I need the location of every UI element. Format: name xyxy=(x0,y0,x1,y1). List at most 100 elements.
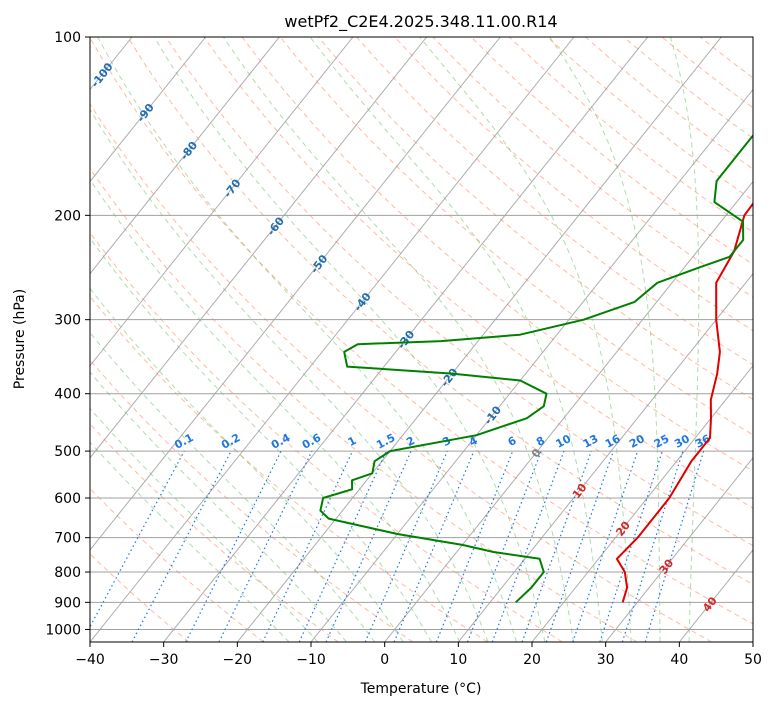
dry-adiabat-line xyxy=(90,167,638,642)
mixing-ratio-label: 0.2 xyxy=(219,431,242,452)
y-tick-label: 1000 xyxy=(45,622,81,638)
background-lines xyxy=(0,37,753,642)
mixing-ratio-label: 36 xyxy=(693,432,713,451)
dewpoint-profile-line xyxy=(319,133,753,604)
moist-adiabat-line xyxy=(90,178,461,642)
x-tick-label: −30 xyxy=(149,652,179,668)
x-tick-label: −10 xyxy=(296,652,326,668)
isotherm-line xyxy=(605,457,753,642)
moist-adiabat-line xyxy=(90,287,404,642)
x-tick-label: 10 xyxy=(449,652,467,668)
y-tick-label: 700 xyxy=(54,531,81,547)
y-tick-label: 300 xyxy=(54,313,81,329)
dry-adiabat-line xyxy=(279,37,753,436)
y-tick-label: 500 xyxy=(54,444,81,460)
dry-adiabat-line xyxy=(547,37,753,201)
dry-adiabat-line xyxy=(90,295,488,642)
mixing-ratio-line xyxy=(218,450,313,642)
dry-adiabat-line xyxy=(90,553,190,642)
mixing-ratio-label: 0.4 xyxy=(269,431,293,452)
mixing-ratio-line xyxy=(621,450,684,642)
isotherm-line xyxy=(90,37,280,275)
chart-title: wetPf2_C2E4.2025.348.11.00.R14 xyxy=(284,12,557,32)
y-tick-label: 600 xyxy=(54,491,81,507)
dry-adiabat-line xyxy=(699,37,753,79)
line-annotations: 0.1 0.2 0.4 0.6 1 1.5 2 3 4 6 8 10 13 16 20 25 30 36-100-… xyxy=(90,60,720,615)
isotherm-line xyxy=(90,37,207,183)
mixing-ratio-line xyxy=(325,450,412,642)
dry-adiabat-line xyxy=(585,37,753,170)
dry-adiabat-line xyxy=(356,37,753,366)
isotherm-line xyxy=(90,37,354,367)
dry-adiabat-line xyxy=(394,37,753,332)
mixing-ratio-line xyxy=(491,450,565,642)
y-tick-label: 800 xyxy=(54,565,81,581)
mixing-ratio-line xyxy=(599,450,663,642)
dry-adiabat-line xyxy=(90,231,563,642)
mixing-ratio-line xyxy=(90,450,185,629)
y-tick-label: 200 xyxy=(54,208,81,224)
dry-adiabat-line xyxy=(90,487,264,642)
isotherm-line xyxy=(163,37,649,642)
dry-adiabat-line xyxy=(508,37,753,233)
moist-adiabat-line xyxy=(90,331,376,642)
x-tick-label: 0 xyxy=(380,652,389,668)
y-axis-title: Pressure (hPa) xyxy=(12,289,28,389)
isotherm-line xyxy=(236,37,722,642)
isotherm-line xyxy=(752,641,753,642)
moist-adiabat-line xyxy=(90,237,432,642)
isotherm-line xyxy=(531,364,753,642)
dry-adiabat-line xyxy=(127,37,753,586)
x-tick-label: −20 xyxy=(223,652,253,668)
mixing-ratio-line xyxy=(262,450,354,642)
moist-adiabat-line xyxy=(90,441,290,642)
mixing-ratio-label: 16 xyxy=(603,432,623,451)
moist-adiabat-line xyxy=(419,37,632,642)
profile-series xyxy=(319,133,753,604)
moist-adiabat-line xyxy=(309,37,603,642)
dry-adiabat-line xyxy=(90,423,339,642)
temperature-profile-line xyxy=(615,201,753,603)
moist-adiabat-line xyxy=(153,37,546,642)
x-tick-label: −40 xyxy=(75,652,105,668)
mixing-ratio-line xyxy=(521,450,592,642)
isotherm-line xyxy=(0,37,58,642)
y-tick-label: 900 xyxy=(54,595,81,611)
mixing-ratio-label: 30 xyxy=(672,432,692,451)
isotherm-line xyxy=(384,180,753,642)
x-tick-label: 40 xyxy=(670,652,688,668)
x-axis: −40 −30 −20 −10 0 10 20 30 40 50 xyxy=(75,642,762,668)
plot-frame xyxy=(89,36,754,643)
mixing-ratio-line xyxy=(435,450,514,642)
dry-adiabat-line xyxy=(90,103,712,642)
mixing-ratio-line xyxy=(466,450,542,642)
y-tick-label: 100 xyxy=(54,30,81,46)
mixing-ratio-label: 1 xyxy=(346,434,359,449)
mixing-ratio-label: 1.5 xyxy=(374,431,397,452)
moist-adiabat-line xyxy=(90,407,319,642)
isotherm-line xyxy=(678,549,753,642)
mixing-ratio-label: 13 xyxy=(581,432,601,451)
y-axis: 100 200 300 400 500 600 700 800 900 1000 xyxy=(45,30,90,638)
mixing-ratio-line xyxy=(298,450,387,642)
x-axis-title: Temperature (°C) xyxy=(360,681,482,697)
isotherm-line xyxy=(90,37,575,642)
moist-adiabat-line xyxy=(90,371,347,642)
mixing-ratio-line xyxy=(364,450,448,642)
isotherm-line xyxy=(310,88,753,642)
isotherm-line xyxy=(90,37,428,459)
isotherm-line xyxy=(90,37,501,551)
mixing-ratio-label: 25 xyxy=(652,432,672,451)
y-tick-label: 400 xyxy=(54,387,81,403)
mixing-ratio-label: 6 xyxy=(506,434,519,449)
moist-adiabat-line xyxy=(670,37,700,642)
mixing-ratio-label: 0.1 xyxy=(172,431,195,452)
x-tick-label: 20 xyxy=(523,652,541,668)
dry-adiabat-line xyxy=(90,37,753,625)
moist-adiabat-line xyxy=(90,108,489,642)
moist-adiabat-line xyxy=(222,37,575,642)
mixing-ratio-label: 10 xyxy=(554,432,574,451)
x-tick-label: 30 xyxy=(597,652,615,668)
mixing-ratio-line xyxy=(393,450,475,642)
